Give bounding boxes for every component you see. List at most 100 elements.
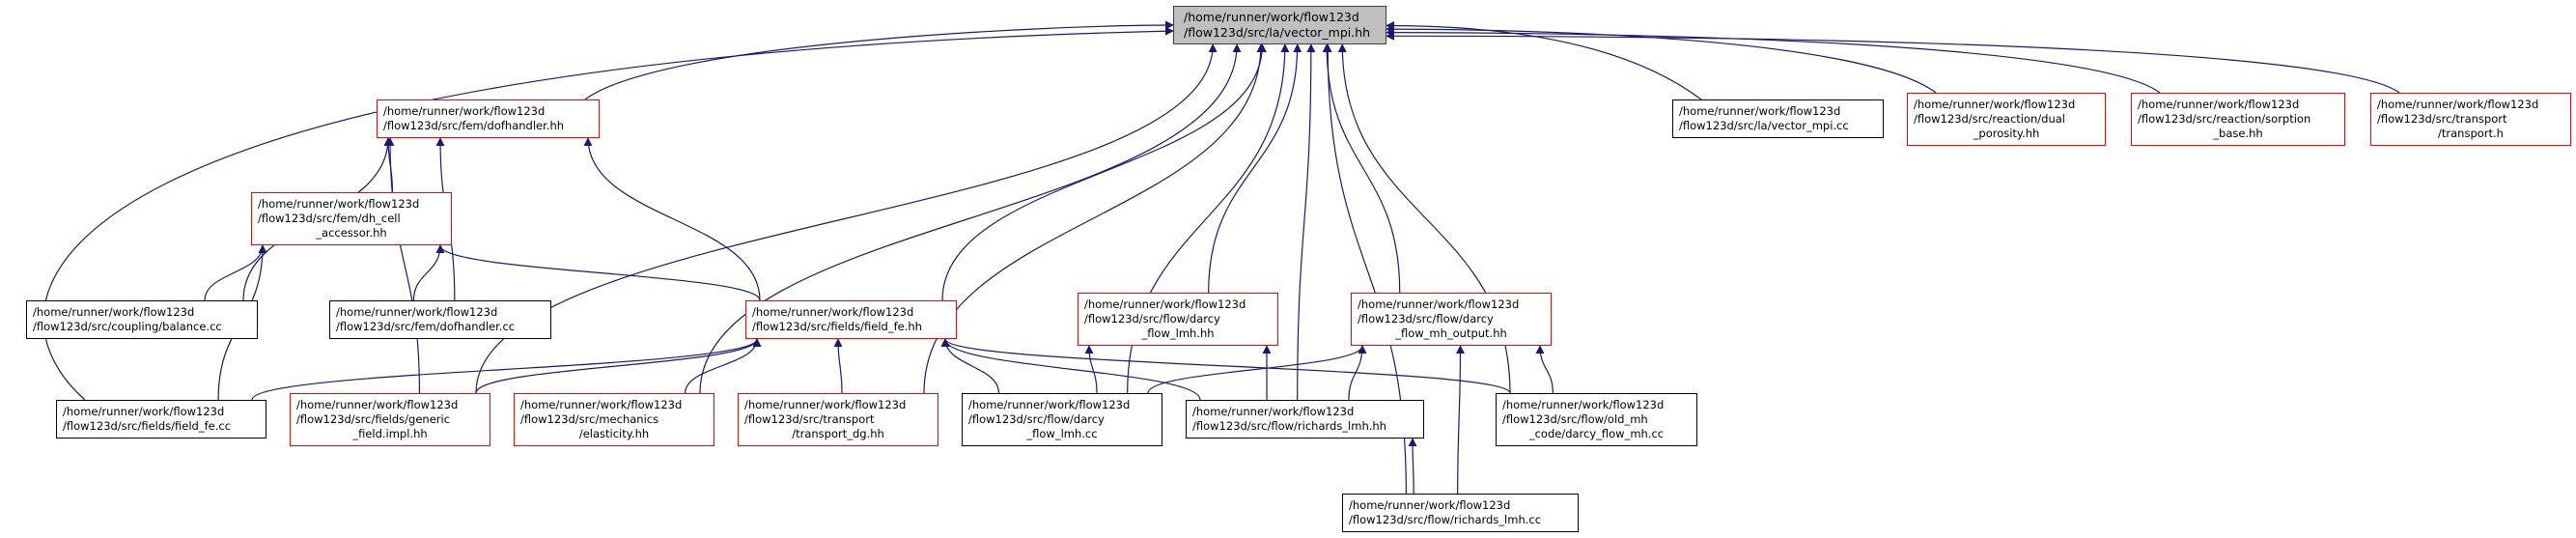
node-label-line: /home/runner/work/flow123d: [744, 398, 907, 411]
edge-darcy_flow_lmh_cc-to-darcy_flow_mh_output: [1147, 345, 1367, 394]
node-darcy-flow-mh-output[interactable]: /home/runner/work/flow123d/flow123d/src/…: [1351, 293, 1552, 346]
node-field-fe-hh[interactable]: /home/runner/work/flow123d/flow123d/src/…: [745, 300, 957, 339]
node-label-line: /flow123d/src/reaction/sorption: [2138, 112, 2311, 126]
node-label-line: /home/runner/work/flow123d: [1349, 498, 1511, 512]
node-label-line: /home/runner/work/flow123d: [63, 405, 225, 418]
node-label-line: /flow123d/src/fields/field_fe.hh: [752, 320, 922, 333]
edge-field_fe_hh-to-dofhandler_hh: [583, 137, 761, 301]
node-label-line: /flow123d/src/transport: [744, 412, 875, 426]
node-label-line: /home/runner/work/flow123d: [1192, 405, 1355, 418]
node-label-line: /flow123d/src/la/vector_mpi.cc: [1679, 119, 1849, 132]
edge-field_fe_hh-to-dh_cell_accessor: [435, 244, 761, 301]
node-label-line: /flow123d/src/fem/dofhandler.hh: [383, 119, 565, 132]
node-label-line: _porosity.hh: [1973, 127, 2040, 140]
node-dual-porosity[interactable]: /home/runner/work/flow123d/flow123d/src/…: [1907, 93, 2106, 146]
edge-generic_field-to-dofhandler_hh: [385, 137, 421, 394]
node-transport-dg[interactable]: /home/runner/work/flow123d/flow123d/src/…: [738, 393, 938, 446]
node-darcy-flow-lmh-cc[interactable]: /home/runner/work/flow123d/flow123d/src/…: [962, 393, 1162, 446]
edge-richards_lmh_cc-to-darcy_flow_mh_output: [1455, 345, 1465, 495]
node-label-line: _flow_lmh.hh: [1141, 326, 1215, 340]
node-label-line: /home/runner/work/flow123d: [1502, 398, 1665, 411]
node-label-line: /flow123d/src/reaction/dual: [1914, 112, 2066, 126]
edge-elasticity-to-root: [699, 43, 1242, 394]
node-label-line: /home/runner/work/flow123d: [296, 398, 459, 411]
node-label-line: /home/runner/work/flow123d: [1679, 104, 1841, 118]
node-label-line: /home/runner/work/flow123d: [1914, 98, 2076, 111]
node-label-line: /flow123d/src/fields/generic: [296, 412, 451, 426]
node-label-line: _flow_lmh.cc: [1026, 427, 1098, 440]
node-balance-cc[interactable]: /home/runner/work/flow123d/flow123d/src/…: [26, 300, 258, 339]
node-field-fe-cc[interactable]: /home/runner/work/flow123d/flow123d/src/…: [56, 400, 266, 439]
node-richards-lmh-hh[interactable]: /home/runner/work/flow123d/flow123d/src/…: [1186, 400, 1424, 439]
node-dofhandler-cc[interactable]: /home/runner/work/flow123d/flow123d/src/…: [329, 300, 551, 339]
node-label-line: /home/runner/work/flow123d: [2377, 98, 2539, 111]
node-label-line: _base.hh: [2213, 127, 2263, 140]
edge-vector_mpi_cc-to-root: [1386, 20, 1702, 100]
node-label-line: /flow123d/src/flow/richards_lmh.cc: [1349, 513, 1542, 526]
node-sorption-base[interactable]: /home/runner/work/flow123d/flow123d/src/…: [2131, 93, 2345, 146]
node-label-line: /flow123d/src/flow/darcy: [1084, 312, 1220, 326]
node-label-line: _field.impl.hh: [352, 427, 428, 440]
edge-field_fe_cc-to-field_fe_hh: [251, 338, 762, 401]
node-label-line: /flow123d/src/flow/darcy: [1358, 312, 1494, 326]
node-label-line: /home/runner/work/flow123d: [1184, 10, 1359, 24]
node-dofhandler-hh[interactable]: /home/runner/work/flow123d/flow123d/src/…: [377, 99, 600, 138]
node-label-line: /flow123d/src/flow/old_mh: [1502, 412, 1648, 426]
node-label-line: /transport_dg.hh: [792, 427, 884, 440]
edge-darcy_flow_mh_output-to-root: [1322, 43, 1401, 294]
edge-dofhandler_cc-to-dh_cell_accessor: [412, 244, 445, 301]
node-label-line: /flow123d/src/fem/dh_cell: [258, 212, 401, 225]
node-label-line: /home/runner/work/flow123d: [33, 305, 195, 319]
node-label-line: /home/runner/work/flow123d: [258, 197, 420, 211]
node-label-line: /flow123d/src/fields/field_fe.cc: [63, 419, 232, 433]
node-label-line: /home/runner/work/flow123d: [968, 398, 1131, 411]
edge-balance_cc-to-dh_cell_accessor: [204, 244, 267, 301]
node-label-line: /transport.h: [2438, 127, 2504, 140]
node-label-line: /flow123d/src/transport: [2377, 112, 2507, 126]
node-root[interactable]: /home/runner/work/flow123d/flow123d/src/…: [1173, 6, 1386, 44]
node-label-line: /flow123d/src/fem/dofhandler.cc: [336, 320, 516, 333]
node-elasticity[interactable]: /home/runner/work/flow123d/flow123d/src/…: [514, 393, 714, 446]
node-transport-h[interactable]: /home/runner/work/flow123d/flow123d/src/…: [2370, 93, 2571, 146]
node-label-line: /flow123d/src/flow/darcy: [968, 412, 1105, 426]
edge-transport_h-to-root: [1386, 31, 2400, 94]
edge-darcy_flow_lmh_hh-to-root: [1208, 43, 1302, 294]
node-richards-lmh-cc[interactable]: /home/runner/work/flow123d/flow123d/src/…: [1342, 494, 1579, 532]
node-label-line: /home/runner/work/flow123d: [1358, 297, 1520, 311]
node-vector-mpi-cc[interactable]: /home/runner/work/flow123d/flow123d/src/…: [1672, 99, 1884, 138]
node-label-line: /home/runner/work/flow123d: [2138, 98, 2300, 111]
edge-elasticity-to-field_fe_hh: [685, 338, 762, 394]
edge-field_fe_cc-to-root: [42, 26, 1174, 401]
node-label-line: _code/darcy_flow_mh.cc: [1528, 427, 1665, 440]
edge-richards_lmh_hh-to-root: [1297, 43, 1316, 401]
node-label-line: /flow123d/src/coupling/balance.cc: [33, 320, 222, 333]
edge-field_fe_hh-to-root: [941, 43, 1267, 301]
edge-darcy_flow_lmh_cc-to-darcy_flow_lmh_hh: [1084, 345, 1098, 394]
node-label-line: /flow123d/src/la/vector_mpi.hh: [1184, 25, 1371, 40]
edge-darcy_flow_mh_cc-to-darcy_flow_mh_output: [1535, 345, 1554, 394]
edge-dofhandler_hh-to-root: [584, 20, 1174, 100]
edge-darcy_flow_mh_cc-to-field_fe_hh: [940, 338, 1511, 394]
edge-transport_dg-to-field_fe_hh: [833, 338, 843, 394]
node-label-line: /flow123d/src/flow/richards_lmh.hh: [1192, 419, 1386, 433]
node-label-line: /home/runner/work/flow123d: [1084, 297, 1246, 311]
edge-richards_lmh_cc-to-richards_lmh_hh: [1408, 438, 1417, 495]
node-darcy-flow-lmh-hh[interactable]: /home/runner/work/flow123d/flow123d/src/…: [1078, 293, 1278, 346]
edge-dual_porosity-to-root: [1386, 24, 1937, 94]
node-dh-cell-accessor[interactable]: /home/runner/work/flow123d/flow123d/src/…: [251, 192, 452, 245]
node-label-line: _accessor.hh: [316, 226, 387, 240]
node-darcy-flow-mh-cc[interactable]: /home/runner/work/flow123d/flow123d/src/…: [1496, 393, 1697, 446]
node-label-line: /home/runner/work/flow123d: [336, 305, 498, 319]
node-label-line: /home/runner/work/flow123d: [520, 398, 683, 411]
edge-richards_lmh_hh-to-field_fe_hh: [940, 338, 1201, 401]
node-label-line: /flow123d/src/mechanics: [520, 412, 659, 426]
edge-generic_field-to-field_fe_hh: [475, 338, 762, 394]
node-label-line: /elasticity.hh: [578, 427, 650, 440]
node-generic-field[interactable]: /home/runner/work/flow123d/flow123d/src/…: [290, 393, 490, 446]
node-label-line: _flow_mh_output.hh: [1395, 326, 1507, 340]
edge-sorption_base-to-root: [1386, 28, 2161, 94]
node-label-line: /home/runner/work/flow123d: [383, 104, 546, 118]
node-label-line: /home/runner/work/flow123d: [752, 305, 914, 319]
